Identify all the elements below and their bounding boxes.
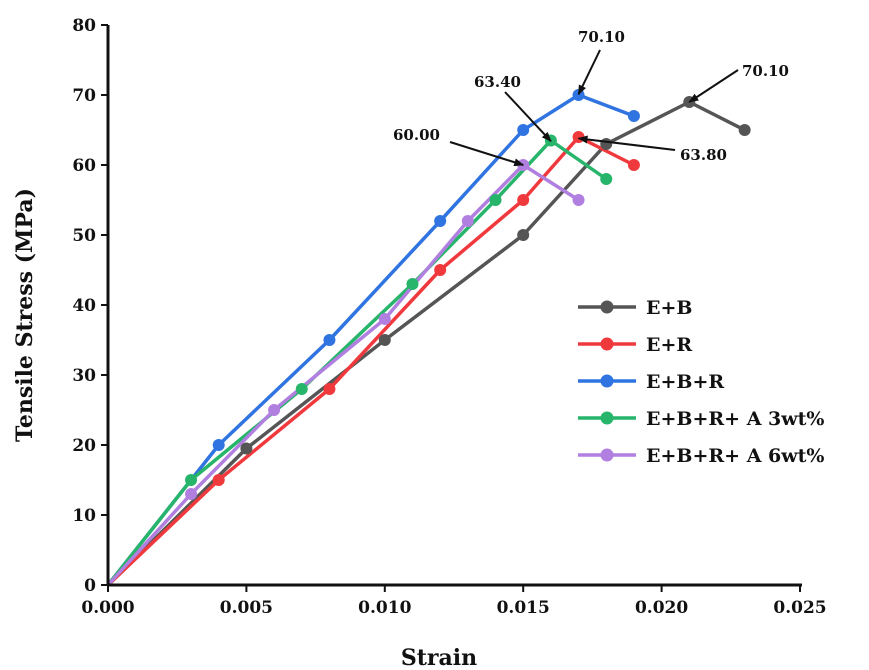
x-tick-label: 0.010 [358, 598, 411, 618]
series-4-point [295, 383, 308, 395]
series-1-point [738, 124, 751, 136]
annotation-arrow [449, 141, 525, 167]
annotation-label: 63.40 [474, 73, 521, 91]
legend-swatch-marker [600, 300, 614, 314]
legend-label: E+R [646, 334, 692, 356]
legend-label: E+B+R+ A 6wt% [646, 445, 824, 467]
series-5-point [268, 404, 281, 416]
series-3-point [517, 124, 530, 136]
series-2-point [323, 383, 336, 395]
series-3-point [572, 89, 585, 101]
y-tick-label: 70 [72, 86, 96, 106]
series-3-point [323, 334, 336, 346]
series-1-point [240, 442, 253, 455]
x-tick-label: 0.025 [773, 598, 826, 618]
legend-swatch-marker [600, 448, 614, 462]
y-axis-title: Tensile Stress (MPa) [12, 188, 38, 442]
x-tick-label: 0.015 [497, 598, 550, 618]
annotation-arrow [688, 69, 739, 103]
annotation-label: 60.00 [393, 126, 440, 144]
y-tick-label: 0 [84, 576, 96, 596]
series-1-point [378, 334, 391, 346]
series-2-point [517, 194, 530, 206]
annotation-label: 63.80 [680, 146, 727, 164]
legend-swatch-marker [600, 411, 614, 425]
series-5-point [185, 488, 198, 500]
series-3-point [434, 215, 447, 227]
legend: E+B E+R E+B+R E+B+R+ A 3wt% E+B+R+ A 6wt% [578, 297, 824, 467]
x-tick-label: 0.000 [81, 598, 134, 618]
annotation-label: 70.10 [742, 62, 789, 80]
series-1-point [600, 138, 613, 150]
series-3-point [212, 439, 225, 451]
series-4-point [489, 194, 502, 206]
legend-swatch-marker [600, 374, 614, 388]
legend-label: E+B+R [646, 371, 724, 393]
series-4-point [600, 173, 613, 185]
series-4-point [185, 474, 198, 486]
annotation-label: 70.10 [578, 28, 625, 46]
y-tick-label: 80 [72, 16, 96, 36]
series-3-point [627, 110, 640, 122]
y-tick-label: 50 [72, 226, 96, 246]
y-tick-label: 30 [72, 366, 96, 386]
y-tick-label: 10 [72, 506, 96, 526]
y-tick-label: 40 [72, 296, 96, 316]
series-2-point [572, 131, 585, 143]
series-4-point [406, 278, 419, 290]
series-5-point [461, 215, 474, 227]
x-axis-title: Strain [401, 645, 477, 670]
legend-label: E+B+R+ A 3wt% [646, 408, 824, 430]
x-tick-label: 0.005 [220, 598, 273, 618]
y-tick-label: 20 [72, 436, 96, 456]
series-2-point [212, 474, 225, 486]
series-line-2 [106, 135, 635, 587]
legend-swatch-marker [600, 337, 614, 351]
annotation-arrow [577, 49, 601, 96]
series-1-point [517, 229, 530, 241]
legend-label: E+B [646, 297, 692, 319]
series-2-point [434, 264, 447, 276]
y-tick-label: 60 [72, 156, 96, 176]
annotation-arrow [577, 135, 676, 151]
series-5-point [572, 194, 585, 206]
x-tick-label: 0.020 [635, 598, 688, 618]
series-5-point [378, 313, 391, 325]
annotation-arrow [504, 91, 552, 142]
series-2-point [627, 159, 640, 171]
